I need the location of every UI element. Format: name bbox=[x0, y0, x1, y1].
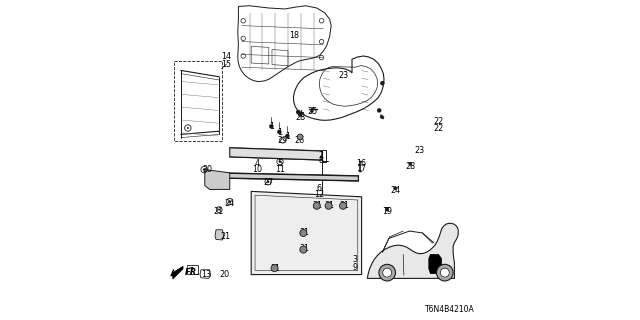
Circle shape bbox=[383, 268, 392, 277]
Circle shape bbox=[311, 107, 315, 110]
Text: 31: 31 bbox=[270, 264, 280, 273]
Text: 9: 9 bbox=[353, 263, 358, 272]
Text: 18: 18 bbox=[289, 31, 299, 40]
Text: 15: 15 bbox=[221, 60, 232, 68]
Text: 30: 30 bbox=[202, 165, 212, 174]
Circle shape bbox=[385, 208, 389, 212]
Circle shape bbox=[297, 134, 303, 140]
Polygon shape bbox=[230, 148, 322, 160]
Circle shape bbox=[267, 180, 269, 183]
Text: 11: 11 bbox=[275, 165, 285, 174]
Polygon shape bbox=[429, 254, 442, 274]
Text: 19: 19 bbox=[382, 207, 392, 216]
Text: 26: 26 bbox=[295, 136, 305, 145]
Polygon shape bbox=[380, 115, 384, 119]
Text: T6N4B4210A: T6N4B4210A bbox=[426, 305, 475, 314]
Circle shape bbox=[393, 186, 397, 190]
Text: 31: 31 bbox=[312, 201, 323, 210]
Text: 2: 2 bbox=[318, 151, 323, 160]
Polygon shape bbox=[215, 230, 224, 240]
Text: 6: 6 bbox=[317, 184, 322, 193]
Text: 23: 23 bbox=[338, 71, 348, 80]
Text: 27: 27 bbox=[264, 178, 274, 187]
Circle shape bbox=[436, 264, 453, 281]
Circle shape bbox=[310, 110, 314, 113]
Text: 12: 12 bbox=[314, 190, 324, 199]
Text: 3: 3 bbox=[353, 255, 358, 264]
Text: 21: 21 bbox=[221, 232, 230, 241]
Circle shape bbox=[298, 112, 302, 117]
Text: 7: 7 bbox=[189, 268, 194, 276]
Text: 22: 22 bbox=[433, 117, 444, 126]
Text: 31: 31 bbox=[339, 201, 349, 210]
Text: FR.: FR. bbox=[185, 268, 200, 277]
Text: 24: 24 bbox=[225, 199, 235, 208]
Polygon shape bbox=[251, 191, 362, 275]
Circle shape bbox=[408, 162, 412, 166]
Text: 28: 28 bbox=[405, 162, 415, 171]
Circle shape bbox=[228, 200, 231, 203]
Circle shape bbox=[380, 81, 385, 85]
Text: 31: 31 bbox=[299, 228, 309, 237]
Circle shape bbox=[300, 246, 307, 253]
Circle shape bbox=[269, 124, 274, 129]
Circle shape bbox=[203, 168, 205, 171]
Text: 10: 10 bbox=[253, 165, 262, 174]
Circle shape bbox=[377, 108, 381, 113]
Circle shape bbox=[314, 202, 321, 209]
Circle shape bbox=[339, 202, 347, 209]
Text: 23: 23 bbox=[414, 146, 424, 155]
Text: 28: 28 bbox=[295, 113, 305, 122]
Text: 5: 5 bbox=[277, 159, 283, 168]
Circle shape bbox=[279, 160, 282, 163]
Circle shape bbox=[277, 130, 282, 134]
Circle shape bbox=[187, 127, 189, 129]
Text: 31: 31 bbox=[324, 201, 335, 210]
Circle shape bbox=[218, 209, 220, 211]
Text: 1: 1 bbox=[285, 132, 290, 140]
Polygon shape bbox=[173, 266, 183, 279]
Text: 25: 25 bbox=[308, 107, 318, 116]
Circle shape bbox=[296, 110, 301, 114]
Circle shape bbox=[325, 202, 332, 209]
Text: 1: 1 bbox=[269, 122, 275, 131]
Polygon shape bbox=[205, 170, 230, 189]
Circle shape bbox=[271, 265, 278, 272]
Text: 24: 24 bbox=[390, 186, 400, 195]
Text: 16: 16 bbox=[356, 159, 367, 168]
Text: 1: 1 bbox=[278, 128, 282, 137]
Circle shape bbox=[379, 264, 396, 281]
Polygon shape bbox=[206, 173, 358, 181]
Text: 14: 14 bbox=[221, 52, 232, 60]
Circle shape bbox=[285, 134, 290, 138]
Text: 17: 17 bbox=[356, 164, 367, 173]
Text: 20: 20 bbox=[219, 270, 229, 279]
Text: 21: 21 bbox=[213, 207, 223, 216]
Circle shape bbox=[299, 112, 303, 116]
Text: 13: 13 bbox=[201, 270, 211, 279]
Text: 22: 22 bbox=[433, 124, 444, 132]
Polygon shape bbox=[367, 223, 458, 278]
Text: 31: 31 bbox=[299, 244, 309, 253]
Text: 29: 29 bbox=[277, 136, 287, 145]
Circle shape bbox=[440, 268, 449, 277]
Text: 8: 8 bbox=[318, 156, 323, 165]
Circle shape bbox=[300, 229, 307, 236]
Text: 4: 4 bbox=[255, 159, 260, 168]
